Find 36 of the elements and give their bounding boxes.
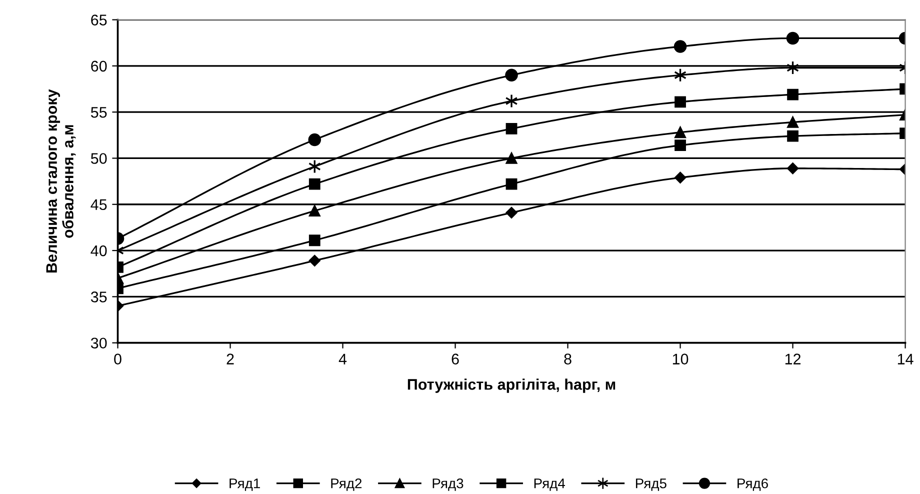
point bbox=[308, 133, 322, 146]
point bbox=[505, 68, 518, 82]
x-tick-label: 8 bbox=[564, 354, 572, 364]
legend-label: Ряд2 bbox=[331, 478, 362, 491]
x-axis-title: Потужність аргіліта, hарг, м bbox=[408, 378, 616, 393]
legend-label: Ряд5 bbox=[636, 478, 666, 491]
y-tick-label: 50 bbox=[90, 153, 107, 164]
point bbox=[506, 122, 518, 134]
y-tick-label: 40 bbox=[90, 245, 107, 256]
point bbox=[674, 40, 687, 53]
x-tick-label: 6 bbox=[452, 354, 459, 364]
legend-label: Ряд1 bbox=[230, 478, 260, 491]
x-tick-label: 0 bbox=[114, 354, 122, 364]
y-tick-label: 65 bbox=[91, 14, 107, 26]
y-tick-label: 60 bbox=[91, 60, 107, 72]
legend-label: Ряд6 bbox=[738, 478, 768, 491]
point bbox=[674, 140, 686, 151]
x-tick-label: 14 bbox=[898, 354, 914, 364]
y-tick-label: 45 bbox=[90, 199, 107, 210]
x-tick-label: 12 bbox=[785, 354, 801, 364]
legend-label: Ряд4 bbox=[534, 478, 565, 491]
y-tick-label: 35 bbox=[90, 292, 107, 302]
point bbox=[674, 126, 686, 138]
point bbox=[506, 206, 518, 218]
x-tick-label: 10 bbox=[672, 354, 688, 364]
y-tick-label: 30 bbox=[90, 338, 107, 349]
legend-label: Ряд3 bbox=[432, 478, 464, 491]
point bbox=[506, 178, 518, 190]
point bbox=[506, 152, 518, 164]
y-tick-label: 55 bbox=[90, 107, 107, 118]
point bbox=[505, 94, 518, 108]
x-tick-label: 2 bbox=[226, 354, 234, 364]
x-tick-label: 4 bbox=[338, 354, 347, 364]
point bbox=[674, 172, 686, 184]
point bbox=[674, 96, 686, 108]
y-axis-title: Величина сталого кроку обвалення, a,м bbox=[46, 89, 76, 272]
